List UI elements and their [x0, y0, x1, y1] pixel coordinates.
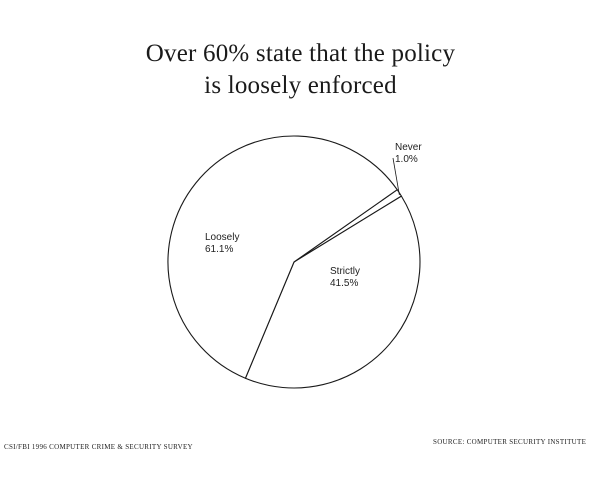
slice-label-loosely: Loosely — [205, 232, 239, 243]
slice-label-never: Never — [395, 142, 422, 153]
pie-slice-loosely — [167, 135, 398, 379]
slice-value-never: 1.0% — [395, 154, 418, 165]
chart-title-line-1: Over 60% state that the policy — [145, 40, 456, 67]
chart-title-line-2: is loosely enforced — [204, 72, 397, 99]
never-leader-line — [392, 157, 400, 195]
slice-label-strictly: Strictly — [330, 266, 360, 277]
pie-slice-strictly — [244, 195, 421, 389]
survey-credit: CSI/FBI 1996 COMPUTER CRIME & SECURITY S… — [4, 443, 193, 451]
slice-value-strictly: 41.5% — [330, 278, 358, 289]
source-credit: SOURCE: COMPUTER SECURITY INSTITUTE — [433, 438, 587, 446]
slice-value-loosely: 61.1% — [205, 244, 233, 255]
